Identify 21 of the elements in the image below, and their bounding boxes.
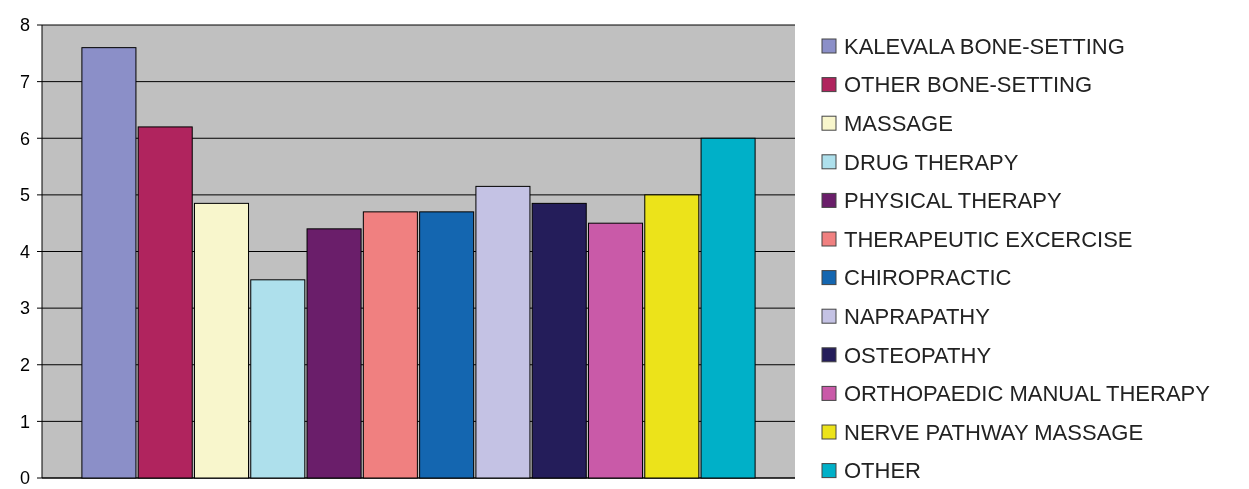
legend-label: NAPRAPATHY <box>844 303 991 329</box>
legend-label: ORTHOPAEDIC MANUAL THERAPY <box>844 381 1211 407</box>
y-tick-label: 0 <box>19 468 30 489</box>
legend-label: PHYSICAL THERAPY <box>844 188 1062 214</box>
y-tick-label: 1 <box>19 411 30 432</box>
legend-label: DRUG THERAPY <box>844 149 1019 175</box>
y-tick-label: 2 <box>19 355 30 376</box>
y-tick-label: 4 <box>19 241 30 262</box>
y-tick-label: 6 <box>19 128 30 149</box>
legend-label: KALEVALA BONE-SETTING <box>844 33 1125 59</box>
legend-label: OTHER <box>844 458 921 484</box>
y-tick-label: 7 <box>19 71 30 92</box>
legend-label: MASSAGE <box>844 110 953 136</box>
legend-label: OTHER BONE-SETTING <box>844 72 1093 98</box>
y-tick-label: 3 <box>19 298 30 319</box>
legend-label: CHIROPRACTIC <box>844 265 1012 291</box>
legend-label: OSTEOPATHY <box>844 342 992 368</box>
legend-label: THERAPEUTIC EXCERCISE <box>844 226 1133 252</box>
y-tick-label: 5 <box>19 185 30 206</box>
y-tick-label: 8 <box>19 15 30 36</box>
legend-label: NERVE PATHWAY MASSAGE <box>844 419 1144 445</box>
